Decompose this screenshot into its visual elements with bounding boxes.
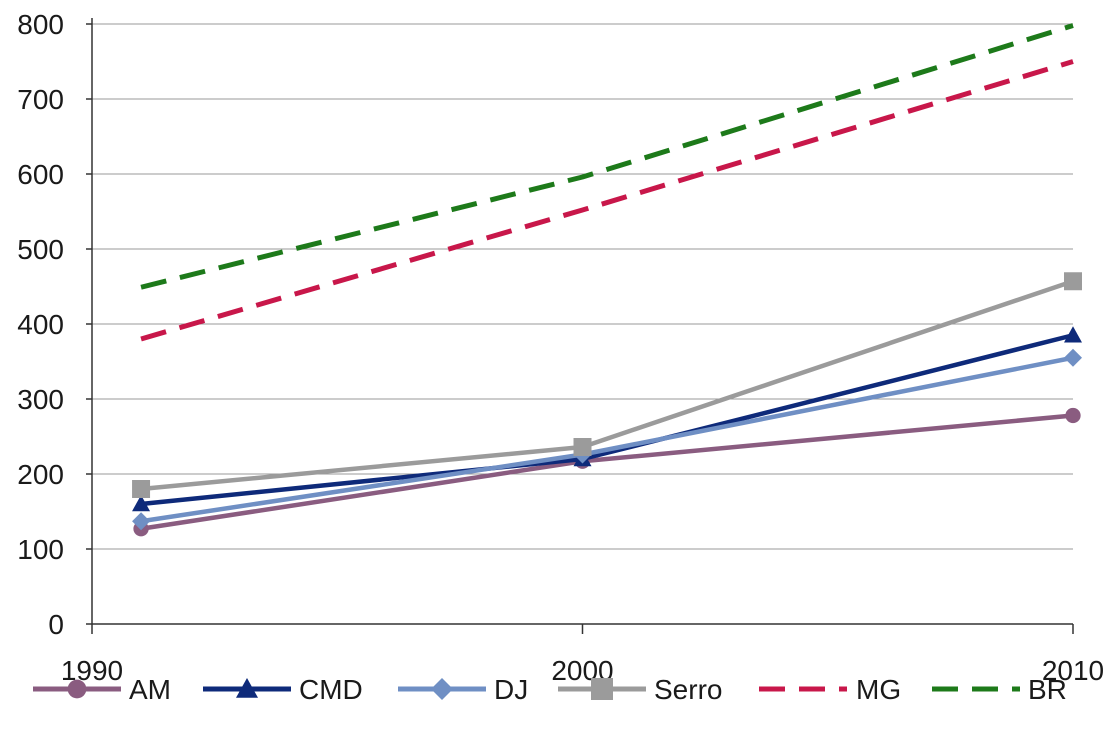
legend-item-cmd: CMD — [203, 674, 363, 705]
y-tick-label: 500 — [17, 234, 64, 265]
legend-item-mg: MG — [759, 674, 901, 705]
legend-label: Serro — [654, 674, 722, 705]
y-tick-label: 200 — [17, 459, 64, 490]
y-axis-ticks: 0 100 200 300 400 500 600 700 800 — [17, 9, 64, 640]
legend-item-serro: Serro — [558, 674, 722, 705]
data-point-serro — [1064, 272, 1082, 291]
legend-marker — [236, 678, 258, 698]
legend-marker — [67, 679, 87, 699]
y-tick-label: 700 — [17, 84, 64, 115]
data-point-serro — [573, 438, 592, 456]
legend: AM CMD DJ Serro MG BR — [33, 674, 1067, 705]
y-tick-label: 600 — [17, 159, 64, 190]
data-point-am — [1065, 407, 1081, 424]
data-point-cmd — [1064, 326, 1082, 343]
legend-label: CMD — [299, 674, 363, 705]
series-line-cmd — [140, 333, 1074, 507]
y-tick-label: 100 — [17, 534, 64, 565]
legend-label: DJ — [494, 674, 528, 705]
axes — [86, 18, 1074, 634]
data-point-cmd — [132, 495, 151, 512]
x-axis-ticks: 1990 2000 2010 — [61, 655, 1104, 686]
data-point-dj — [132, 512, 151, 531]
legend-marker — [591, 678, 613, 700]
grid-lines — [92, 23, 1073, 550]
legend-marker — [431, 678, 453, 700]
x-tick-label: 1990 — [61, 655, 123, 686]
legend-item-dj: DJ — [398, 674, 528, 705]
x-tick-label: 2010 — [1042, 655, 1104, 686]
legend-label: BR — [1028, 674, 1067, 705]
series-line-mg — [140, 59, 1074, 342]
y-tick-label: 0 — [48, 609, 64, 640]
legend-item-am: AM — [33, 674, 171, 705]
y-tick-label: 400 — [17, 309, 64, 340]
series-lines — [132, 23, 1082, 537]
series-line-am — [140, 413, 1074, 531]
y-tick-label: 800 — [17, 9, 64, 40]
y-tick-label: 300 — [17, 384, 64, 415]
legend-item-br: BR — [932, 674, 1067, 705]
legend-label: MG — [856, 674, 901, 705]
series-line-br — [140, 23, 1074, 290]
legend-label: AM — [129, 674, 171, 705]
data-point-serro — [132, 480, 151, 498]
data-point-dj — [1064, 348, 1082, 367]
